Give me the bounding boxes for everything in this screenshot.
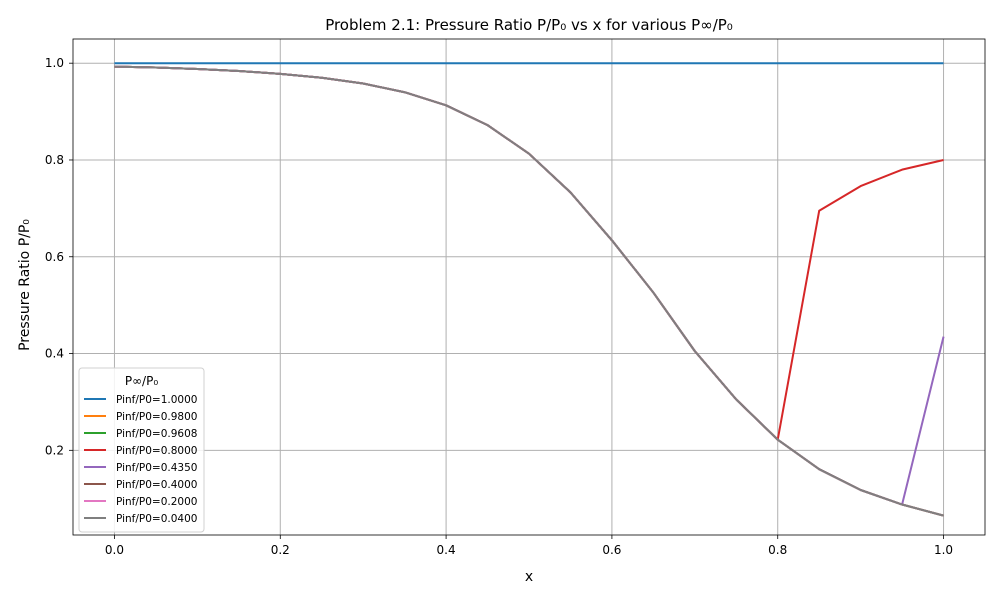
x-axis-ticks: 0.0 0.2 0.4 0.6 0.8 1.0 (105, 535, 953, 557)
y-tick-label: 0.6 (45, 250, 64, 264)
legend-label: Pinf/P0=0.9608 (116, 428, 197, 440)
legend-label: Pinf/P0=0.8000 (116, 445, 197, 457)
legend: P∞/P₀ Pinf/P0=1.0000 Pinf/P0=0.9800 Pinf/P0… (78, 367, 205, 533)
y-axis-ticks: 0.2 0.4 0.6 0.8 1.0 (45, 56, 73, 457)
legend-label: Pinf/P0=0.4000 (116, 479, 197, 491)
x-tick-label: 0.4 (437, 543, 456, 557)
y-tick-label: 0.2 (45, 443, 64, 457)
y-tick-label: 1.0 (45, 56, 64, 70)
x-tick-label: 0.8 (768, 543, 787, 557)
legend-label: Pinf/P0=0.2000 (116, 496, 197, 508)
x-tick-label: 0.6 (602, 543, 621, 557)
y-tick-label: 0.8 (45, 153, 64, 167)
series-lines (114, 62, 945, 517)
legend-box (78, 367, 205, 533)
chart-title: Problem 2.1: Pressure Ratio P/P₀ vs x fo… (325, 16, 733, 34)
x-tick-label: 1.0 (934, 543, 953, 557)
legend-label: Pinf/P0=0.9800 (116, 411, 197, 423)
x-tick-label: 0.0 (105, 543, 124, 557)
plot-area-frame (72, 38, 986, 536)
x-tick-label: 0.2 (271, 543, 290, 557)
y-axis-title: Pressure Ratio P/P₀ (17, 219, 33, 351)
x-axis-title: x (525, 569, 533, 585)
legend-title: P∞/P₀ (125, 374, 159, 388)
legend-label: Pinf/P0=1.0000 (116, 394, 197, 406)
legend-label: Pinf/P0=0.4350 (116, 462, 197, 474)
y-tick-label: 0.4 (45, 347, 64, 361)
legend-label: Pinf/P0=0.0400 (116, 513, 197, 525)
series-line-8 (114, 65, 944, 517)
